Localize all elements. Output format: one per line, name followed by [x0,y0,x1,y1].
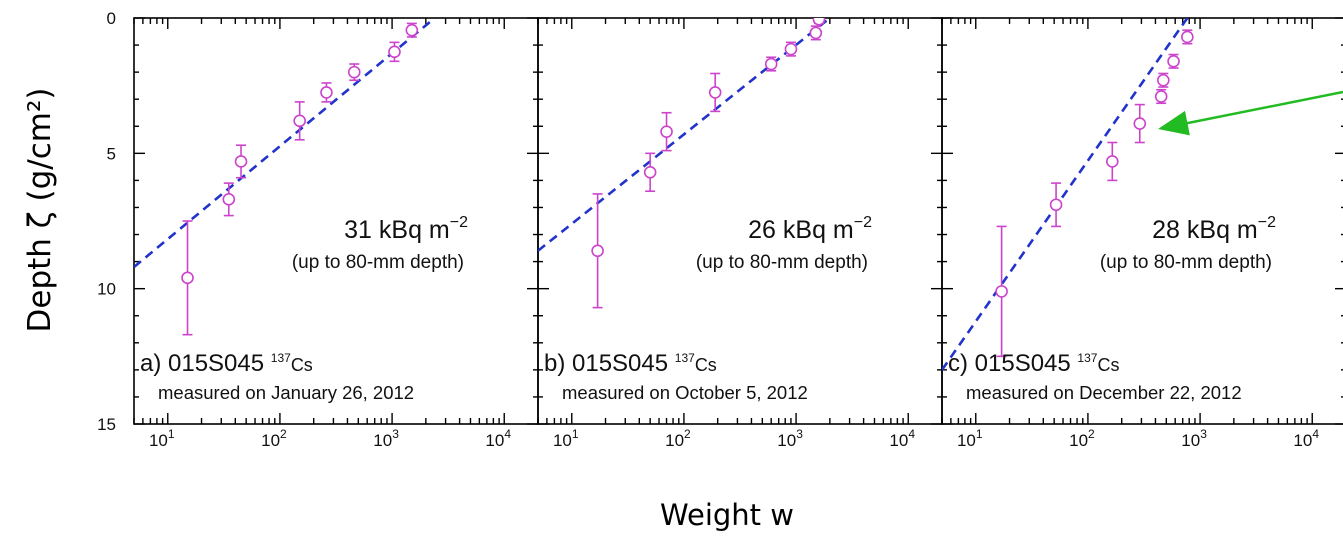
y-tick-label: 5 [107,144,116,163]
data-point [406,25,417,36]
data-point [661,126,672,137]
sample-label: b) 015S045 137Cs [544,350,717,377]
measured-date: measured on October 5, 2012 [562,382,808,403]
sample-label: c) 015S045 137Cs [948,350,1119,377]
panel-1-plot-area [134,18,435,335]
x-tick-label: 102 [1069,427,1095,450]
sample-label: a) 015S045 137Cs [140,350,313,377]
measured-date: measured on December 22, 2012 [966,382,1242,403]
data-point [349,67,360,78]
annotation-arrow [1163,92,1343,128]
data-point [321,87,332,98]
data-point [1182,31,1193,42]
data-point [1168,56,1179,67]
x-tick-label: 104 [485,427,511,450]
fit-line [942,18,1187,370]
measured-date: measured on January 26, 2012 [158,382,414,403]
data-point [182,272,193,283]
x-axis-title: Weight w [660,498,794,532]
x-tick-label: 103 [373,427,399,450]
inventory-label: 31 kBq m−2 [344,214,468,244]
inventory-label: 26 kBq m−2 [748,214,872,244]
x-tick-label: 102 [261,427,287,450]
inventory-label: 28 kBq m−2 [1152,214,1276,244]
y-tick-label: 15 [97,415,116,434]
panel-c: 101 102 103 104 28 kBq m−2 (up to 80-mm depth… [942,18,1343,450]
y-tick-label: 10 [97,280,116,299]
panel-3-plot-area [942,18,1193,370]
x-tick-label: 103 [1181,427,1207,450]
x-tick-label: 101 [149,427,175,450]
x-tick-label: 101 [957,427,983,450]
data-point [592,245,603,256]
x-tick-label: 101 [553,427,579,450]
data-point [1156,91,1167,102]
data-point [1107,156,1118,167]
data-point [1134,118,1145,129]
depth-note: (up to 80-mm depth) [292,252,464,273]
data-point [1051,199,1062,210]
panel-a: 101 102 103 104 0 5 10 15 31 kBq m−2 (up to 80-mm… [97,9,538,450]
data-point [236,156,247,167]
data-point [710,87,721,98]
panel-b: 101 102 103 104 26 kBq m−2 (up to 80-mm depth… [538,14,942,450]
data-point [223,194,234,205]
data-point [785,44,796,55]
data-point [810,27,821,38]
x-tick-label: 103 [777,427,803,450]
data-point [766,59,777,70]
x-tick-label: 102 [665,427,691,450]
y-axis-title: Depth ζ (g/cm²) [22,88,58,333]
depth-note: (up to 80-mm depth) [696,252,868,273]
y-tick-label: 0 [107,9,116,28]
x-tick-label: 104 [889,427,915,450]
x-tick-label: 104 [1293,427,1319,450]
data-point [389,46,400,57]
depth-note: (up to 80-mm depth) [1100,252,1272,273]
data-point [1158,75,1169,86]
data-point [813,14,824,25]
data-point [996,286,1007,297]
data-point [294,115,305,126]
data-point [645,167,656,178]
